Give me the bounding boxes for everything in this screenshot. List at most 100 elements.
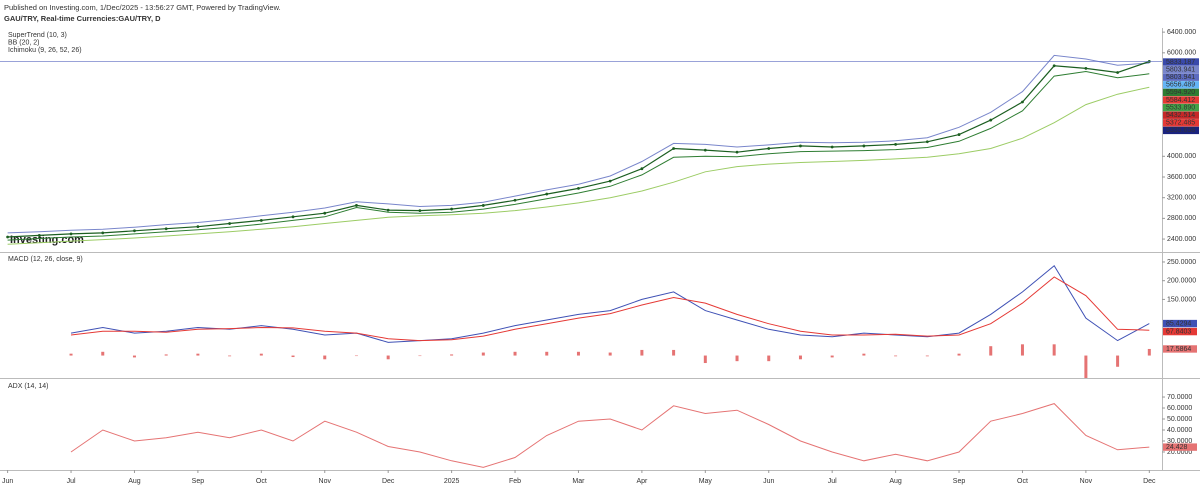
price-point [799, 144, 802, 148]
histogram-bar [989, 346, 993, 356]
y-tick-label: 250.0000 [1167, 259, 1196, 266]
histogram-bar [957, 353, 961, 356]
x-tick-label: Aug [128, 478, 141, 485]
y-tick-label: 6000.000 [1167, 50, 1196, 57]
histogram-bar [640, 349, 644, 356]
price-point [703, 148, 707, 152]
y-tick-label: 150.0000 [1167, 296, 1196, 303]
histogram-bar [545, 351, 549, 356]
y-tick-label: 50.0000 [1167, 416, 1192, 423]
x-tick-label: Dec [382, 478, 395, 485]
histogram-bar [291, 355, 295, 358]
price-point [164, 227, 168, 231]
x-tick-label: Dec [1143, 478, 1156, 485]
x-tick-label: Jul [828, 478, 837, 485]
x-tick-label: Jun [2, 478, 13, 485]
y-tick-label: 3200.000 [1167, 195, 1196, 202]
last-value-label: 24.428 [1166, 444, 1188, 451]
y-tick-label: 30.0000 [1167, 438, 1192, 445]
price-label-box [1163, 81, 1199, 89]
histogram-bar [672, 349, 676, 356]
histogram-bar [450, 354, 454, 356]
series-line [7, 86, 1150, 245]
histogram-bar [164, 354, 168, 356]
x-tick-label: Sep [953, 478, 966, 485]
price-label-box [1163, 65, 1199, 74]
x-tick-label: Nov [1080, 478, 1093, 485]
price-label-box [1163, 96, 1199, 104]
last-value-box [1163, 345, 1197, 353]
y-tick-label: 2400.000 [1167, 236, 1196, 243]
histogram-bar [259, 353, 263, 356]
histogram-bar [894, 355, 898, 357]
histogram-bar [386, 355, 390, 360]
price-point [577, 186, 580, 190]
histogram-bar [513, 351, 517, 356]
price-point [1052, 64, 1056, 68]
x-tick-label: Jul [67, 478, 76, 485]
price-point [291, 215, 295, 219]
histogram-bar [228, 355, 232, 357]
histogram-bar [703, 355, 707, 364]
legend-entry: SuperTrend (10, 3) [8, 32, 67, 39]
price-label-box [1163, 103, 1199, 112]
price-label: 5656.489 [1166, 82, 1195, 89]
price-label-box [1163, 119, 1199, 127]
series-line [70, 264, 1150, 343]
histogram-bar [767, 355, 771, 362]
legend-entry: Ichimoku (9, 26, 52, 26) [8, 47, 82, 54]
price-point [672, 147, 676, 150]
x-tick-label: Apr [636, 478, 648, 485]
last-value-label: 17.5864 [1166, 346, 1191, 353]
symbol-title: GAU/TRY, Real-time Currencies:GAU/TRY, D [4, 14, 161, 23]
panel-title: MACD (12, 26, close, 9) [8, 256, 83, 263]
histogram-bar [69, 353, 73, 356]
series-line [70, 403, 1150, 468]
price-label: 5432.514 [1166, 112, 1195, 119]
price-point [323, 211, 327, 215]
price-point [735, 150, 739, 154]
y-tick-label: 60.0000 [1167, 405, 1192, 412]
y-tick-label: 2800.000 [1167, 215, 1196, 222]
price-point [355, 204, 358, 207]
price-label: 5372.485 [1166, 120, 1195, 127]
price-label-box [1163, 111, 1199, 119]
series-line [7, 54, 1150, 234]
price-point [989, 118, 993, 122]
histogram-bar [354, 355, 358, 357]
price-point [69, 232, 73, 236]
price-point [640, 167, 644, 171]
histogram-bar [576, 351, 580, 356]
price-label: 5335.658 [1166, 127, 1195, 134]
x-tick-label: May [699, 478, 713, 485]
histogram-bar [925, 355, 929, 357]
y-tick-label: 40.0000 [1167, 427, 1192, 434]
price-label-box [1163, 58, 1199, 66]
x-tick-label: Jun [763, 478, 774, 485]
series-line [70, 276, 1150, 342]
y-tick-label: 20.0000 [1167, 449, 1192, 456]
histogram-bar [323, 355, 327, 360]
y-tick-label: 4000.000 [1167, 153, 1196, 160]
x-tick-label: Aug [889, 478, 902, 485]
price-label: 5594.920 [1166, 89, 1195, 96]
price-point [1084, 66, 1088, 70]
histogram-bar [196, 353, 200, 356]
histogram-bar [1084, 355, 1088, 378]
price-point [37, 234, 41, 237]
price-point [101, 231, 105, 235]
last-value-box [1163, 443, 1197, 451]
y-tick-label: 6400.000 [1167, 29, 1196, 36]
price-point [545, 192, 549, 196]
price-label: 5584.412 [1166, 97, 1195, 104]
histogram-bar [1052, 344, 1056, 356]
price-label: 5803.941 [1166, 66, 1195, 73]
histogram-bar [1116, 355, 1120, 367]
histogram-bar [1020, 344, 1024, 356]
x-tick-label: 2025 [444, 478, 460, 485]
price-point [259, 219, 263, 222]
histogram-bar [862, 353, 866, 356]
histogram-bar [798, 355, 802, 360]
last-value-label: 85.4294 [1166, 320, 1191, 327]
